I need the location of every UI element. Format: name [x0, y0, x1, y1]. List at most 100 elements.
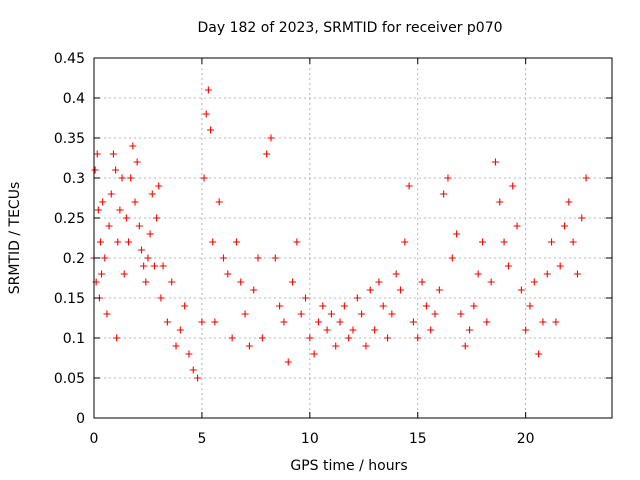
- data-point: [159, 262, 167, 270]
- data-point: [91, 166, 99, 174]
- y-tick-label: 0.4: [63, 91, 85, 107]
- data-point: [491, 158, 499, 166]
- data-point: [120, 270, 128, 278]
- data-point: [241, 310, 249, 318]
- data-point: [396, 286, 404, 294]
- data-point: [129, 142, 137, 150]
- data-point: [556, 262, 564, 270]
- data-point: [297, 310, 305, 318]
- plot-frame: [93, 57, 613, 419]
- data-point: [353, 294, 361, 302]
- data-point: [392, 270, 400, 278]
- data-point: [470, 302, 478, 310]
- y-tick-label: 0.1: [63, 331, 85, 347]
- data-point: [276, 302, 284, 310]
- data-point: [131, 198, 139, 206]
- y-tick-label: 0.25: [54, 211, 85, 227]
- data-point: [543, 270, 551, 278]
- data-point: [155, 182, 163, 190]
- data-point: [565, 198, 573, 206]
- data-point: [340, 302, 348, 310]
- data-point: [504, 262, 512, 270]
- data-point: [336, 318, 344, 326]
- data-point: [453, 230, 461, 238]
- data-point: [198, 318, 206, 326]
- data-point: [135, 222, 143, 230]
- chart-title: Day 182 of 2023, SRMTID for receiver p07…: [197, 20, 502, 36]
- data-point: [96, 238, 104, 246]
- data-point: [211, 318, 219, 326]
- data-point: [125, 238, 133, 246]
- data-point: [228, 334, 236, 342]
- data-point: [245, 342, 253, 350]
- x-tick-label: 0: [90, 431, 99, 447]
- data-point: [137, 246, 145, 254]
- data-point: [280, 318, 288, 326]
- y-axis-label: SRMTID / TECUs: [7, 182, 23, 295]
- data-point: [163, 318, 171, 326]
- x-tick-label: 15: [409, 431, 427, 447]
- data-point: [94, 206, 102, 214]
- data-point: [517, 286, 525, 294]
- axis-ticks: 0 0.05 0.1 0.15 0.2 0.25 0.3 0.35 0.4 0.45 0 5 10 15 2…: [54, 51, 612, 447]
- data-point: [112, 166, 120, 174]
- data-point: [215, 198, 223, 206]
- data-point: [101, 254, 109, 262]
- data-point: [474, 270, 482, 278]
- data-point: [457, 310, 465, 318]
- data-point: [237, 278, 245, 286]
- data-point: [146, 230, 154, 238]
- data-point: [332, 342, 340, 350]
- data-point: [561, 222, 569, 230]
- data-point: [349, 326, 357, 334]
- data-point: [573, 270, 581, 278]
- data-point: [209, 238, 217, 246]
- data-point: [200, 174, 208, 182]
- data-point: [522, 326, 530, 334]
- data-point: [539, 318, 547, 326]
- data-point: [548, 238, 556, 246]
- data-point: [148, 190, 156, 198]
- data-point: [479, 238, 486, 246]
- data-point: [526, 302, 534, 310]
- data-point: [176, 326, 184, 334]
- data-point: [107, 190, 115, 198]
- y-tick-label: 0.05: [54, 371, 85, 387]
- data-point: [379, 302, 387, 310]
- data-point: [582, 174, 590, 182]
- data-point: [323, 326, 331, 334]
- data-point: [461, 342, 469, 350]
- y-tick-label: 0.35: [54, 131, 85, 147]
- data-point: [535, 350, 543, 358]
- data-point: [314, 318, 322, 326]
- data-point: [414, 334, 422, 342]
- data-point: [116, 206, 124, 214]
- y-tick-label: 0.2: [63, 251, 85, 267]
- x-tick-label: 10: [301, 431, 319, 447]
- data-point: [202, 110, 210, 118]
- data-point: [118, 174, 126, 182]
- data-point: [435, 286, 443, 294]
- data-point: [388, 310, 396, 318]
- data-point: [181, 302, 189, 310]
- data-point: [189, 366, 197, 374]
- data-point: [483, 318, 491, 326]
- data-point: [496, 198, 504, 206]
- data-point: [427, 326, 435, 334]
- data-point: [375, 278, 383, 286]
- data-point: [157, 294, 165, 302]
- data-point: [418, 278, 426, 286]
- data-point: [122, 214, 130, 222]
- data-point: [466, 326, 474, 334]
- data-point: [250, 286, 258, 294]
- data-point: [127, 174, 135, 182]
- data-point: [150, 262, 158, 270]
- data-point: [224, 270, 232, 278]
- data-point: [140, 262, 148, 270]
- data-point: [362, 342, 370, 350]
- data-point: [578, 214, 586, 222]
- data-point: [142, 278, 150, 286]
- data-point: [513, 222, 521, 230]
- y-tick-label: 0.45: [54, 51, 85, 67]
